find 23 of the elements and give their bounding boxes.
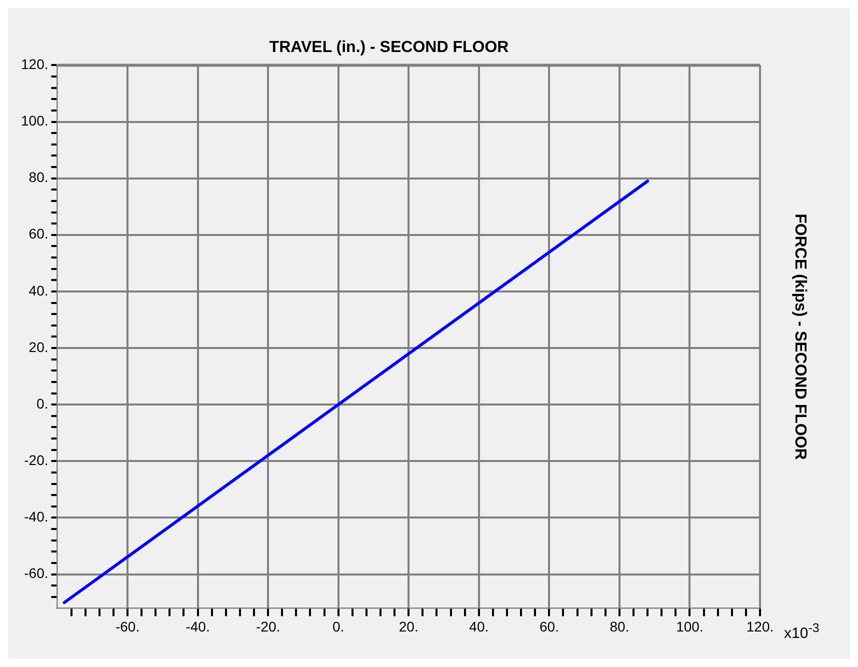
y-tick-label: 0.	[36, 395, 48, 412]
x-tick-label: 120.	[746, 618, 774, 634]
y-tick-label: 40.	[28, 282, 48, 298]
x-tick-label: 0.	[332, 618, 344, 634]
y-tick-label: -40.	[24, 508, 48, 525]
y-axis-title: FORCE (kips) - SECOND FLOOR	[792, 214, 809, 460]
y-tick-label: 20.	[28, 338, 48, 355]
text: x10$^{-3}$	[784, 620, 820, 644]
x-tick-label: 100.	[676, 618, 704, 634]
y-tick-label: 120.	[21, 56, 48, 72]
chart-title: TRAVEL (in.) - SECOND FLOOR	[269, 39, 510, 56]
y-tick-label: -20.	[24, 452, 48, 468]
x-tick-label: -60.	[115, 618, 140, 634]
y-tick-label: 100.	[21, 112, 48, 129]
x-tick-label: -20.	[256, 618, 280, 634]
y-tick-label: 80.	[28, 169, 48, 186]
x-tick-label: 60.	[539, 618, 559, 634]
x-tick-label: -40.	[186, 618, 210, 634]
x-tick-label: 20.	[398, 618, 418, 634]
x-tick-label: 40.	[469, 618, 489, 634]
y-tick-label: -60.	[24, 565, 48, 582]
y-tick-label: 60.	[28, 226, 48, 242]
x-tick-label: 80.	[610, 618, 630, 634]
